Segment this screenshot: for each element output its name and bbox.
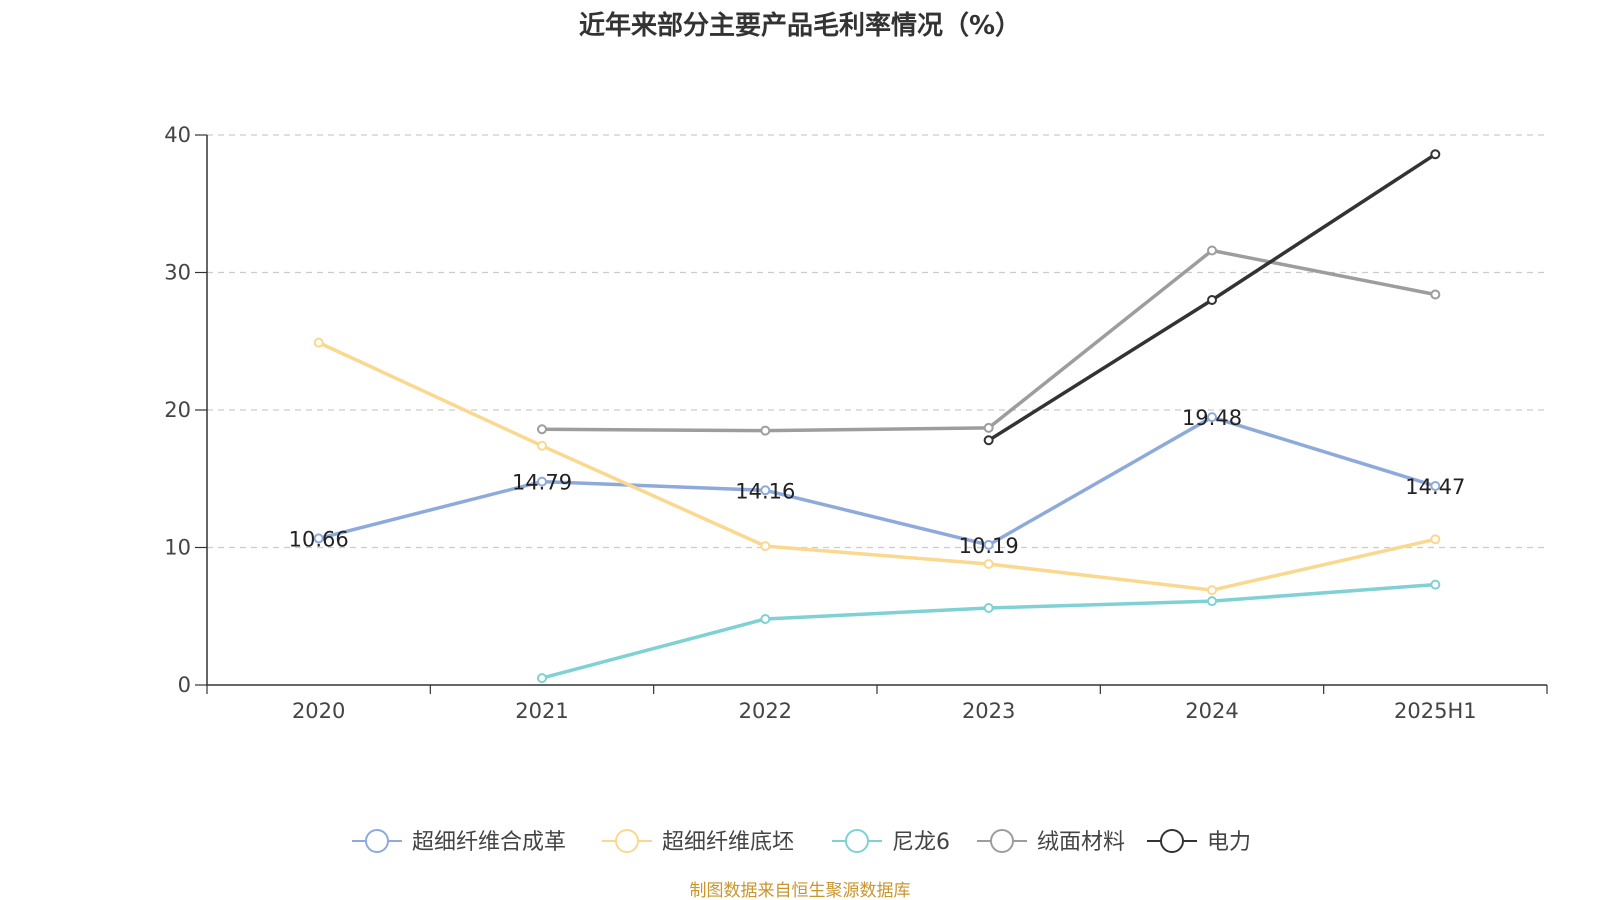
data-point — [983, 559, 994, 569]
data-point — [1207, 295, 1217, 305]
data-point — [1207, 412, 1217, 423]
legend-swatch-marker — [615, 829, 639, 853]
legend-item: 电力 — [1147, 829, 1251, 855]
y-tick-label: 10 — [164, 536, 191, 560]
data-label: 10.19 — [959, 534, 1019, 558]
legend-label: 尼龙6 — [892, 830, 950, 855]
legend-item: 超细纤维底坯 — [602, 829, 794, 855]
legend-label: 超细纤维底坯 — [662, 830, 794, 855]
x-tick-label: 2025H1 — [1394, 699, 1477, 723]
series-line — [541, 248, 1436, 433]
data-point — [983, 435, 994, 446]
x-tick-label: 2023 — [962, 699, 1015, 723]
x-tick-label: 2024 — [1185, 699, 1238, 723]
legend-swatch-marker — [365, 829, 389, 853]
y-tick-label: 40 — [164, 123, 191, 147]
series-lines — [313, 149, 1441, 684]
data-point — [1207, 585, 1217, 596]
data-point — [760, 485, 771, 496]
legend-label: 超细纤维合成革 — [412, 830, 566, 855]
chart-title: 近年来部分主要产品毛利率情况（%） — [579, 10, 1021, 41]
y-tick-label: 20 — [164, 398, 191, 422]
x-tick-label: 2021 — [515, 699, 568, 723]
legend-item: 超细纤维合成革 — [352, 829, 566, 855]
data-label: 14.47 — [1405, 475, 1465, 499]
legend-label: 电力 — [1207, 830, 1251, 855]
data-point — [1207, 245, 1217, 256]
legend-item: 绒面材料 — [977, 829, 1125, 855]
x-tick-label: 2020 — [292, 699, 345, 723]
data-labels: 10.66 14.79 14.16 10.19 19.48 14.47 — [289, 406, 1466, 558]
data-point — [760, 541, 771, 552]
source-note: 制图数据来自恒生聚源数据库 — [690, 881, 911, 900]
data-point — [313, 337, 324, 348]
legend-item: 尼龙6 — [832, 829, 950, 855]
data-point — [983, 603, 994, 613]
data-point — [1430, 534, 1441, 545]
data-label: 14.79 — [512, 471, 572, 495]
series-1 — [313, 337, 1441, 596]
legend-swatch-marker — [990, 829, 1014, 853]
legend: 超细纤维合成革 超细纤维底坯 尼龙6 绒面材料 电力 — [352, 829, 1251, 855]
series-0 — [313, 412, 1441, 550]
data-point — [1430, 289, 1441, 300]
data-point — [1430, 481, 1441, 492]
series-line — [318, 415, 1436, 547]
series-line — [317, 341, 1436, 592]
data-point — [1430, 579, 1441, 590]
legend-swatch-marker — [1160, 829, 1184, 853]
data-point — [537, 673, 547, 684]
data-label: 19.48 — [1182, 406, 1242, 430]
legend-swatch-marker — [845, 829, 869, 853]
data-point — [537, 440, 547, 451]
data-label: 14.16 — [735, 479, 795, 503]
data-point — [760, 614, 771, 624]
data-point — [1430, 149, 1441, 160]
series-2 — [537, 579, 1441, 684]
series-line — [541, 582, 1436, 680]
data-point — [983, 422, 994, 433]
y-tick-label: 0 — [178, 673, 191, 697]
y-tick-label: 30 — [164, 261, 191, 285]
axes: 0 10 20 30 40 2020 2021 2022 2023 2024 2025H1 — [164, 123, 1548, 723]
data-point — [537, 476, 547, 487]
series-3 — [537, 245, 1441, 436]
data-point — [983, 539, 994, 550]
series-4 — [983, 149, 1441, 446]
gridlines — [207, 134, 1547, 549]
legend-label: 绒面材料 — [1037, 830, 1125, 855]
data-label: 10.66 — [289, 527, 349, 551]
data-point — [760, 425, 771, 436]
data-point — [537, 424, 547, 435]
data-point — [313, 533, 324, 544]
x-tick-label: 2022 — [739, 699, 792, 723]
data-point — [1207, 596, 1217, 607]
